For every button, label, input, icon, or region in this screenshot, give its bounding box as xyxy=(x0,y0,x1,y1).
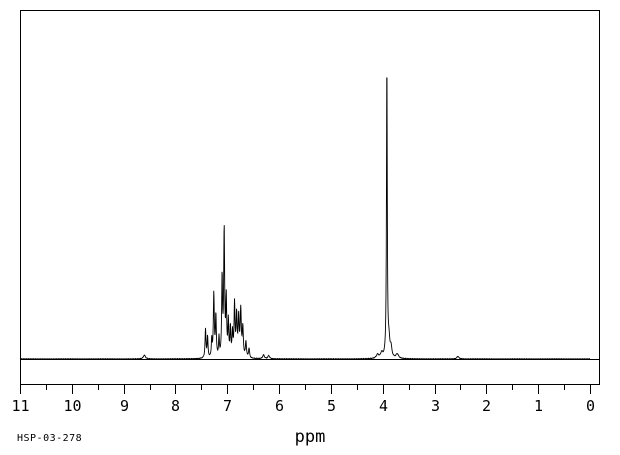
x-axis-tick-label: 8 xyxy=(171,397,180,415)
x-axis-tick-label: 7 xyxy=(223,397,232,415)
x-axis-tick-label: 3 xyxy=(431,397,440,415)
spectrum-trace xyxy=(20,77,591,360)
x-axis-tick-label: 4 xyxy=(379,397,388,415)
x-axis-tick-label: 10 xyxy=(63,397,81,415)
x-axis-tick-label: 2 xyxy=(482,397,491,415)
x-axis-tick-label: 5 xyxy=(327,397,336,415)
x-axis-title: ppm xyxy=(295,427,326,447)
x-axis-tick-label: 6 xyxy=(275,397,284,415)
x-axis-tick-label: 1 xyxy=(534,397,543,415)
x-axis-tick-labels: 11 10 9 8 7 6 5 4 3 2 1 0 xyxy=(11,397,595,415)
plot-frame-border xyxy=(20,10,600,385)
x-axis-tick-label: 9 xyxy=(120,397,129,415)
x-axis-ticks xyxy=(20,385,591,394)
x-axis-tick-label: 11 xyxy=(11,397,29,415)
sample-id-label: HSP-03-278 xyxy=(17,433,82,444)
x-axis-tick-label: 0 xyxy=(586,397,595,415)
